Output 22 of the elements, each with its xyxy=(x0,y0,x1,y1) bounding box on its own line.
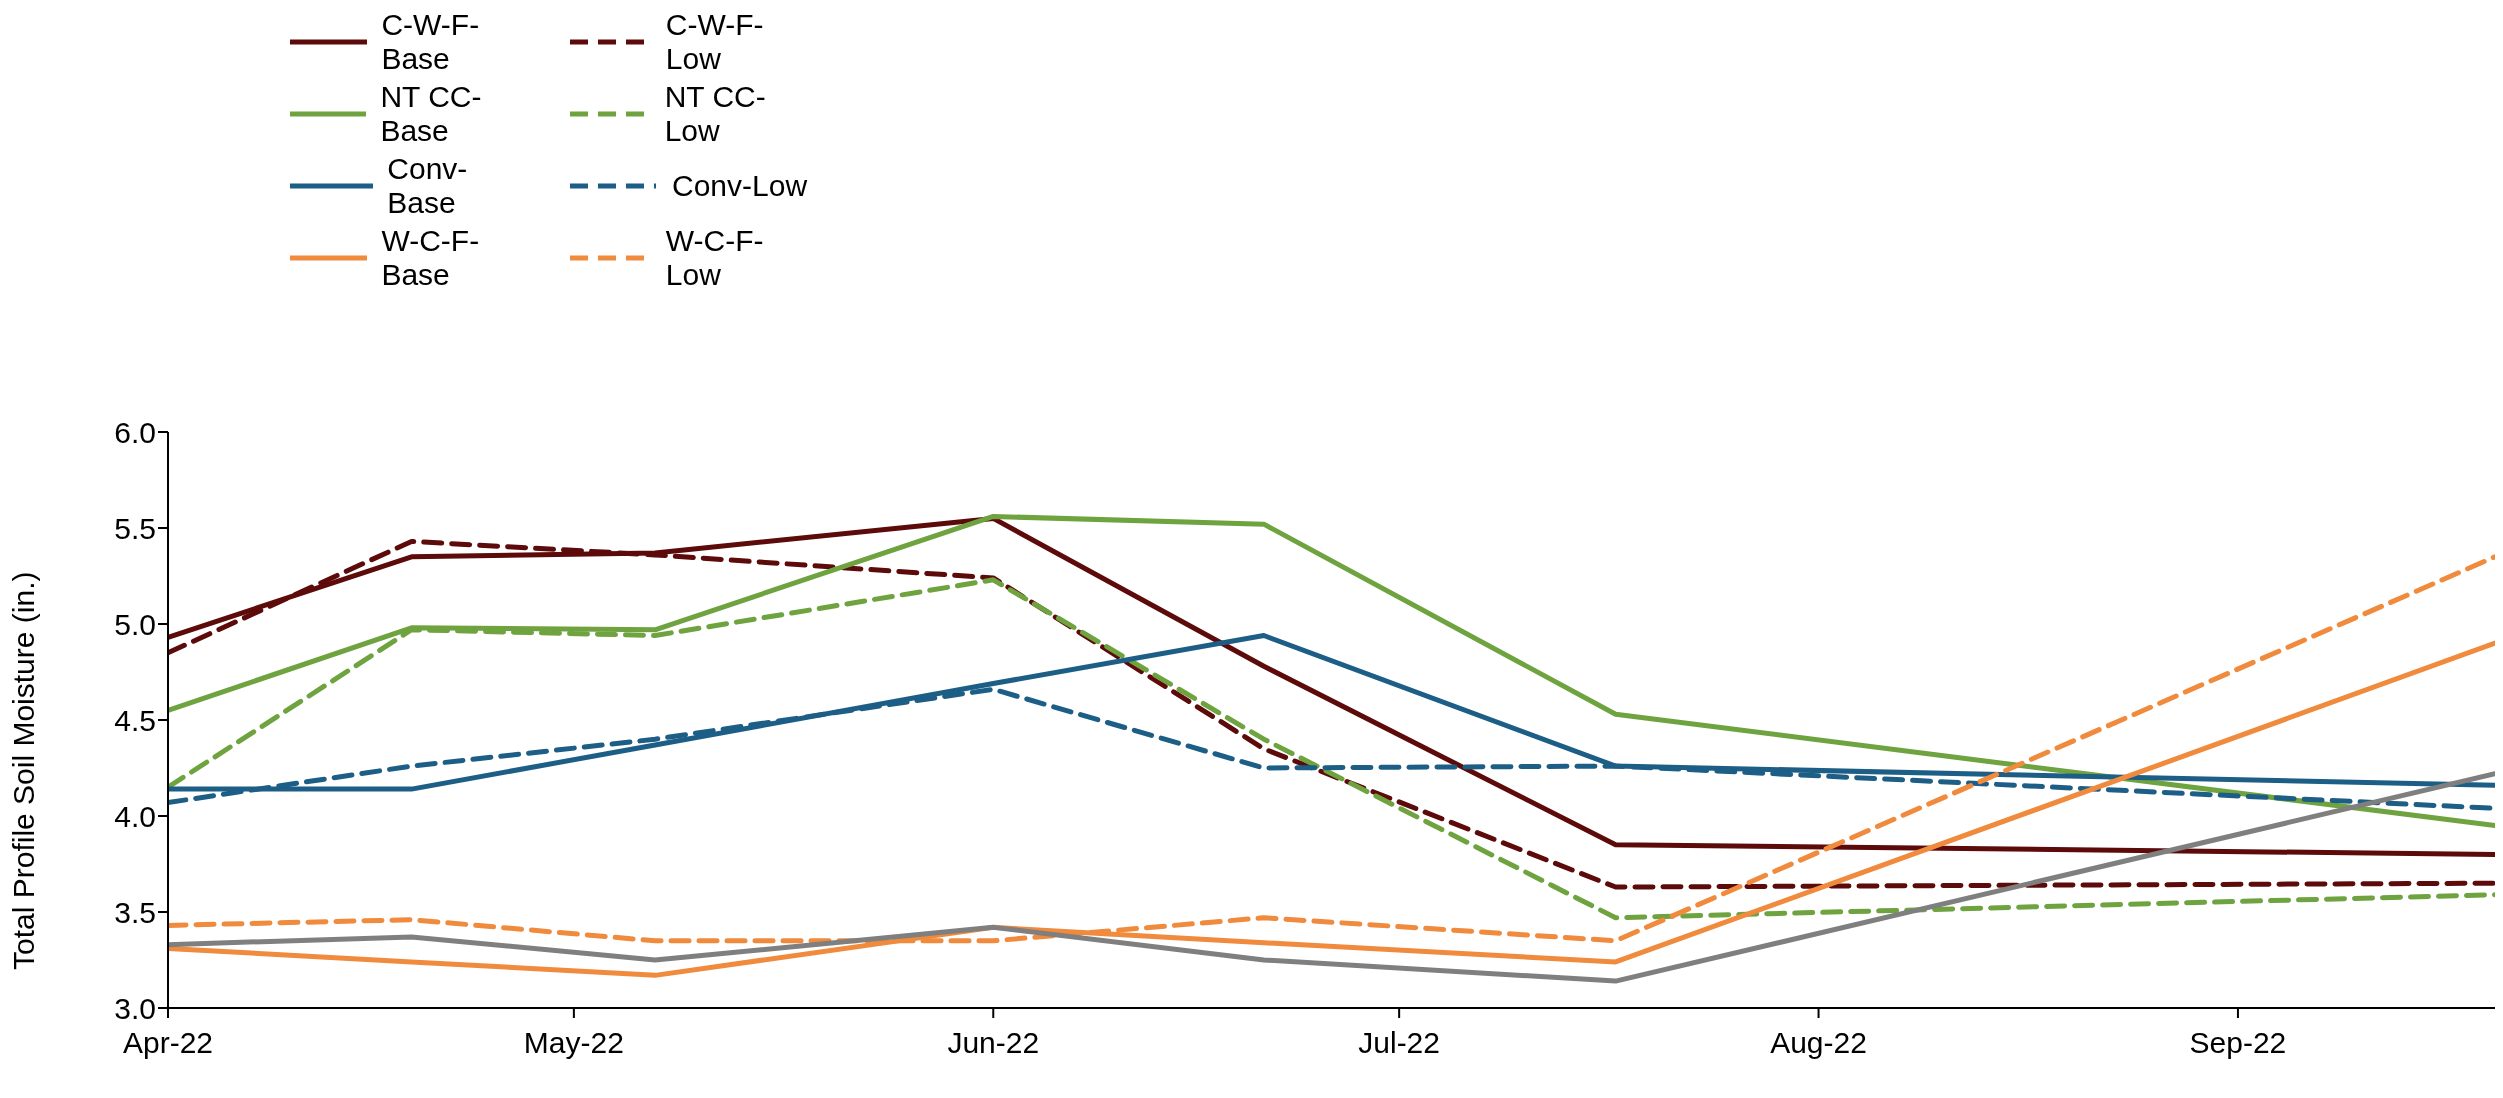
x-tick-label: Jul-22 xyxy=(1358,1026,1440,1060)
x-tick-label: Aug-22 xyxy=(1770,1026,1867,1060)
legend-label: NT CC-Base xyxy=(380,80,483,148)
legend-label: C-W-F-Low xyxy=(665,8,765,76)
legend-label: NT CC-Low xyxy=(664,80,767,148)
y-tick-label: 5.5 xyxy=(114,511,156,545)
legend-label: Conv-Base xyxy=(387,152,469,220)
y-tick-label: 4.0 xyxy=(114,799,156,833)
y-tick-label: 4.5 xyxy=(114,703,156,737)
y-tick-label: 5.0 xyxy=(114,607,156,641)
legend-label: C-W-F-Base xyxy=(381,8,481,76)
x-tick-label: Sep-22 xyxy=(2189,1026,2287,1060)
y-tick-label: 6.0 xyxy=(114,415,156,449)
x-tick-label: Jun-22 xyxy=(947,1026,1040,1060)
legend-label: Conv-Low xyxy=(672,169,808,203)
legend-label: W-C-F-Base xyxy=(381,224,481,292)
x-tick-label: Apr-22 xyxy=(122,1026,214,1060)
legend-label: W-C-F-Low xyxy=(665,224,765,292)
x-tick-label: May-22 xyxy=(523,1026,624,1060)
y-tick-label: 3.5 xyxy=(114,895,156,929)
y-axis-title: Total Profile Soil Moisture (in.) xyxy=(6,571,40,970)
y-tick-label: 3.0 xyxy=(114,991,156,1025)
